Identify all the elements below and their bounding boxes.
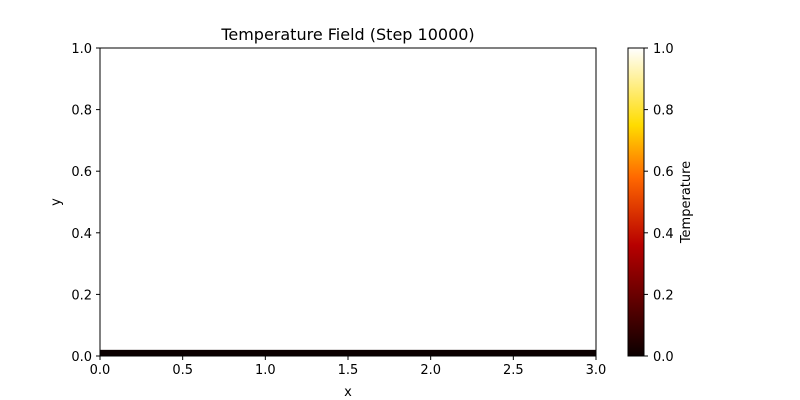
y-tick-label: 0.0 (71, 350, 92, 365)
heatmap-background (100, 48, 596, 356)
y-tick-label: 0.4 (71, 227, 92, 242)
x-axis-label: x (344, 385, 352, 400)
cold-boundary-band (100, 349, 596, 356)
colorbar-tick-label: 0.2 (653, 288, 674, 303)
y-tick-label: 0.8 (71, 104, 92, 119)
chart-title: Temperature Field (Step 10000) (220, 25, 474, 44)
x-tick-label: 0.0 (90, 363, 111, 378)
y-tick-label: 0.2 (71, 288, 92, 303)
y-tick-label: 1.0 (71, 42, 92, 57)
plot-area: 0.0 0.5 1.0 1.5 2.0 2.5 3.0 0.0 0.2 0.4 0.6 0.8 1.0 (71, 42, 606, 378)
colorbar-tick-label: 0.0 (653, 350, 674, 365)
x-tick-label: 2.5 (503, 363, 524, 378)
y-tick-label: 0.6 (71, 165, 92, 180)
x-tick-label: 1.0 (255, 363, 276, 378)
colorbar-tick-label: 1.0 (653, 42, 674, 57)
x-tick-label: 0.5 (172, 363, 193, 378)
colorbar-tick-label: 0.8 (653, 104, 674, 119)
colorbar-tick-label: 0.4 (653, 227, 674, 242)
colorbar: 0.0 0.2 0.4 0.6 0.8 1.0 (627, 42, 674, 365)
colorbar-gradient (627, 47, 645, 357)
colorbar-tick-label: 0.6 (653, 165, 674, 180)
x-tick-label: 3.0 (586, 363, 607, 378)
x-tick-label: 1.5 (338, 363, 359, 378)
colorbar-label: Temperature (679, 161, 694, 244)
y-axis-label: y (49, 198, 64, 206)
x-tick-label: 2.0 (420, 363, 441, 378)
